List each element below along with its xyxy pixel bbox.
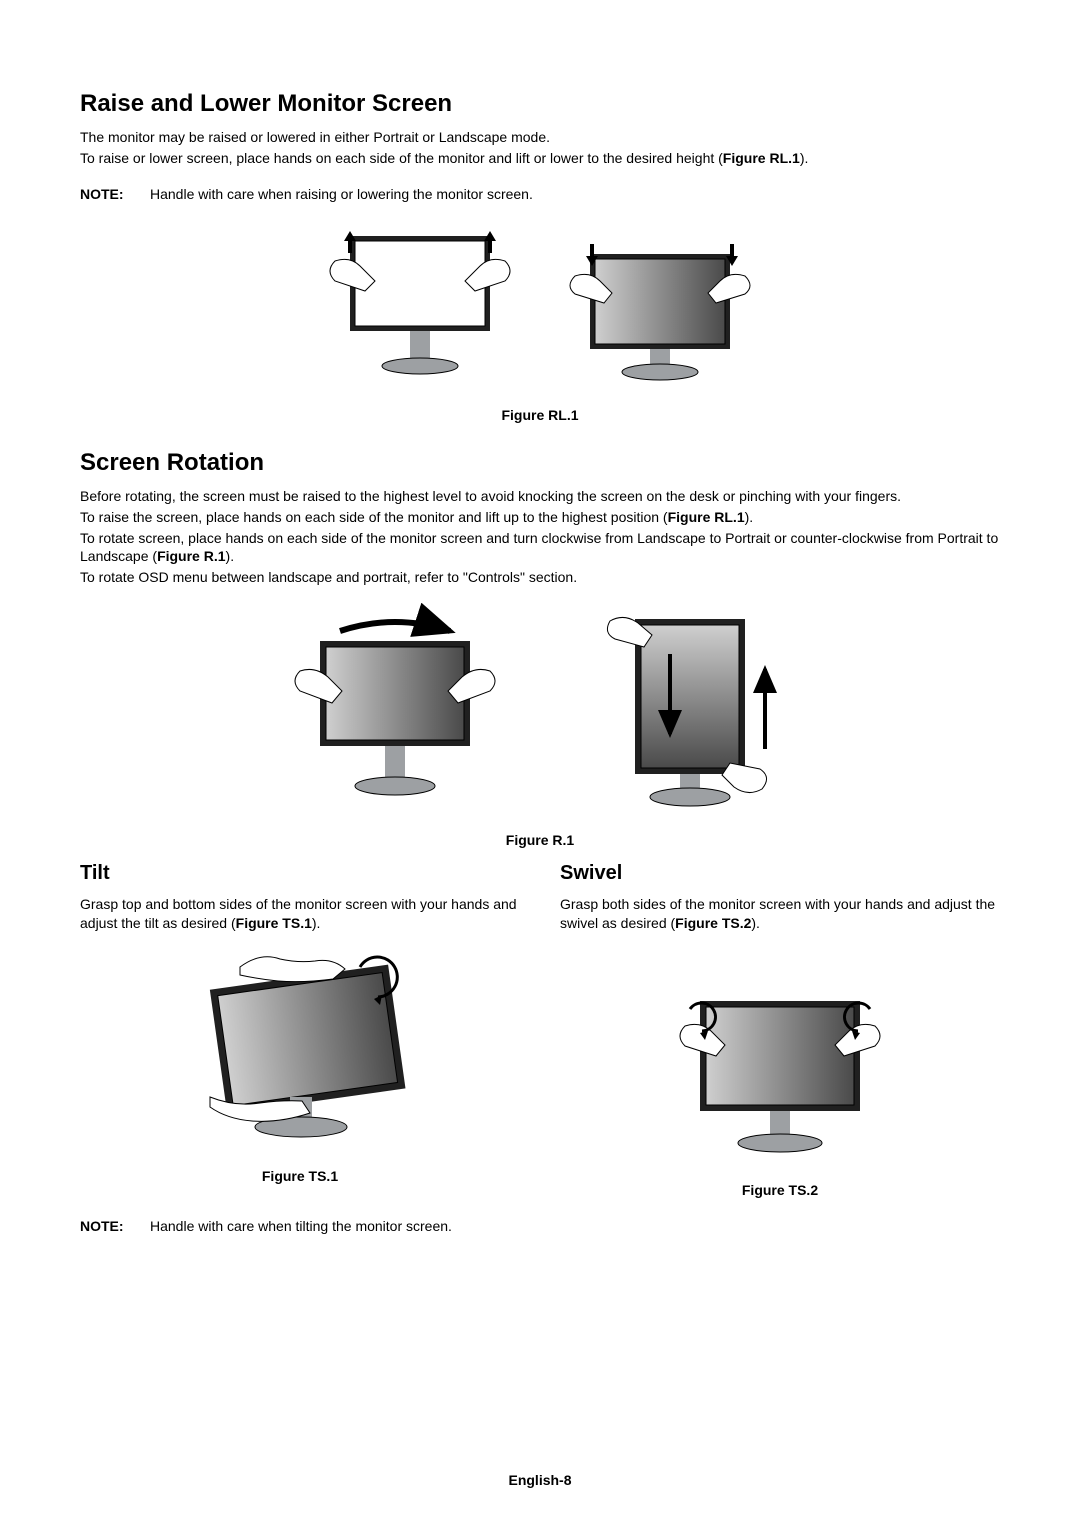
heading-rotation: Screen Rotation: [80, 449, 1000, 477]
note-label-tilt: NOTE:: [80, 1218, 130, 1234]
figure-rl1: Figure RL.1: [80, 216, 1000, 423]
raise-p2: To raise or lower screen, place hands on…: [80, 149, 1000, 168]
raise-p1: The monitor may be raised or lowered in …: [80, 128, 1000, 147]
note-text-tilt: Handle with care when tilting the monito…: [150, 1218, 452, 1234]
figure-rl1-caption: Figure RL.1: [80, 407, 1000, 423]
heading-tilt: Tilt: [80, 862, 520, 885]
rotation-p2: To raise the screen, place hands on each…: [80, 508, 1000, 527]
note-text: Handle with care when raising or lowerin…: [150, 186, 533, 202]
figure-r1: Figure R.1: [80, 601, 1000, 848]
raise-p2-bold: Figure RL.1: [723, 150, 800, 166]
tilt-p-bold: Figure TS.1: [236, 915, 312, 931]
figure-rl1-svg: [290, 216, 790, 396]
rotation-p2-post: ).: [745, 509, 754, 525]
figure-ts2-caption: Figure TS.2: [560, 1182, 1000, 1198]
raise-p2-post: ).: [800, 150, 809, 166]
heading-raise: Raise and Lower Monitor Screen: [80, 90, 1000, 118]
tilt-note: NOTE: Handle with care when tilting the …: [80, 1218, 1000, 1234]
figure-r1-caption: Figure R.1: [80, 832, 1000, 848]
swivel-p-pre: Grasp both sides of the monitor screen w…: [560, 896, 995, 931]
tilt-column: Tilt Grasp top and bottom sides of the m…: [80, 862, 520, 1204]
rotation-p3: To rotate screen, place hands on each si…: [80, 529, 1000, 567]
raise-p2-pre: To raise or lower screen, place hands on…: [80, 150, 723, 166]
swivel-p-post: ).: [751, 915, 760, 931]
rotation-p3-post: ).: [226, 548, 235, 564]
heading-swivel: Swivel: [560, 862, 1000, 885]
note-label: NOTE:: [80, 186, 130, 202]
rotation-p4: To rotate OSD menu between landscape and…: [80, 568, 1000, 587]
tilt-p-post: ).: [312, 915, 321, 931]
rotation-p1: Before rotating, the screen must be rais…: [80, 487, 1000, 506]
swivel-p: Grasp both sides of the monitor screen w…: [560, 895, 1000, 933]
figure-ts1: Figure TS.1: [80, 947, 520, 1184]
rotation-p3-bold: Figure R.1: [157, 548, 225, 564]
figure-ts1-caption: Figure TS.1: [80, 1168, 520, 1184]
tilt-p: Grasp top and bottom sides of the monito…: [80, 895, 520, 933]
rotation-p2-pre: To raise the screen, place hands on each…: [80, 509, 668, 525]
swivel-p-bold: Figure TS.2: [675, 915, 751, 931]
figure-ts1-svg: [150, 947, 450, 1157]
figure-r1-svg: [260, 601, 820, 821]
figure-ts2-svg: [630, 981, 930, 1171]
raise-note: NOTE: Handle with care when raising or l…: [80, 186, 1000, 202]
figure-ts2: Figure TS.2: [560, 981, 1000, 1198]
page-footer: English-8: [0, 1472, 1080, 1488]
swivel-column: Swivel Grasp both sides of the monitor s…: [560, 862, 1000, 1204]
rotation-p2-bold: Figure RL.1: [668, 509, 745, 525]
